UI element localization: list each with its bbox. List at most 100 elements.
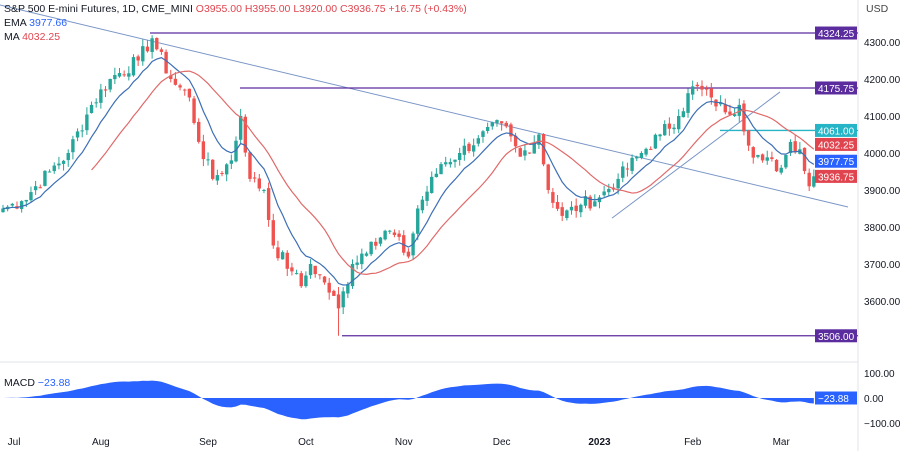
candle-body [653, 134, 658, 149]
candle-body [672, 127, 676, 130]
candle-body [476, 138, 481, 144]
candle-body [714, 99, 718, 107]
candle-body [453, 159, 457, 162]
candle-body [644, 148, 648, 155]
price-badge [815, 137, 857, 151]
level-badge [815, 81, 857, 95]
candle-body [471, 145, 476, 152]
candle-body [10, 203, 15, 206]
ema-label: EMA [4, 17, 27, 29]
candle-body [131, 57, 136, 76]
ascending-trendline [611, 91, 781, 219]
candle-body [616, 178, 620, 189]
candle-body [19, 201, 24, 210]
candle-body [485, 126, 490, 131]
candle-body [299, 273, 303, 287]
x-tick-label: Feb [684, 437, 702, 448]
legend-macd: MACD −23.88 [4, 377, 70, 389]
candle-body [271, 220, 275, 246]
candle-body [313, 265, 317, 275]
macd-price-badge [815, 391, 857, 405]
candle-body [658, 134, 662, 137]
level-badge [815, 329, 857, 343]
ma-line [91, 70, 815, 275]
candle-body [355, 262, 359, 265]
candle-body [663, 124, 667, 136]
y-tick-label: 4100.00 [864, 112, 900, 123]
candle-body [52, 165, 56, 172]
candle-body [262, 190, 266, 191]
candle-body [155, 37, 159, 50]
candle-body [280, 252, 285, 260]
candle-body [602, 191, 606, 196]
candle-body [206, 159, 210, 161]
candle-body [327, 282, 331, 293]
candle-body [718, 102, 723, 105]
candle-body [150, 38, 154, 53]
candle-body [649, 148, 653, 150]
candle-body [322, 276, 327, 283]
high-value: H3955.00 [244, 3, 291, 15]
candle-body [751, 147, 755, 158]
level-badge [815, 26, 857, 40]
candle-body [625, 168, 630, 170]
candle-body [728, 111, 732, 115]
ma-value: 4032.25 [22, 31, 61, 43]
candle-body [290, 267, 294, 272]
candle-body [532, 142, 536, 154]
candle-body [425, 191, 429, 201]
y-tick-label: 3600.00 [864, 297, 900, 308]
candle-body [742, 103, 746, 132]
candle-body [141, 46, 145, 62]
candle-body [136, 56, 140, 61]
candle-body [690, 86, 695, 95]
candle-body [252, 177, 257, 179]
candle-body [103, 89, 108, 91]
candle-body [266, 188, 271, 220]
candle-body [238, 116, 243, 140]
candle-body [457, 153, 462, 160]
candle-body [29, 192, 33, 201]
macd-tick-label: 0.00 [864, 394, 884, 405]
candle-body [448, 162, 453, 165]
candle-body [57, 163, 61, 166]
macd-tick-label: −100.00 [864, 419, 900, 430]
candle-body [732, 114, 737, 117]
candle-body [346, 284, 350, 294]
candle-body [593, 201, 597, 207]
candle-body [504, 122, 508, 127]
ma-label: MA [4, 31, 20, 43]
candle-body [420, 199, 425, 211]
candle-body [80, 130, 84, 132]
x-tick-label: Aug [92, 437, 110, 448]
candle-body [630, 157, 634, 171]
candle-body [574, 205, 578, 212]
candle-body [378, 237, 383, 244]
candle-body [709, 88, 714, 98]
candle-body [495, 120, 499, 123]
candle-body [541, 134, 546, 165]
candle-body [686, 93, 690, 113]
candle-body [304, 275, 308, 287]
candle-body [215, 175, 220, 181]
candle-body [406, 251, 411, 257]
price-badge [815, 154, 857, 168]
level-badge-label: 4061.00 [818, 126, 855, 137]
candle-body [178, 85, 182, 88]
candle-body [607, 189, 611, 193]
level-badge-label: 4175.75 [818, 84, 855, 95]
symbol-title: S&P 500 E-mini Futures, 1D, CME_MINI [4, 3, 193, 15]
candle-body [61, 160, 66, 164]
candle-body [220, 173, 224, 175]
candle-body [756, 154, 760, 157]
candle-body [537, 134, 541, 145]
macd-tick-label: 100.00 [864, 369, 895, 380]
candle-body [75, 131, 80, 138]
candle-body [350, 264, 355, 287]
candle-body [43, 170, 47, 186]
candle-body [569, 206, 574, 211]
candle-body [770, 157, 774, 160]
macd-label: MACD [4, 377, 35, 389]
candle-body [802, 147, 807, 172]
